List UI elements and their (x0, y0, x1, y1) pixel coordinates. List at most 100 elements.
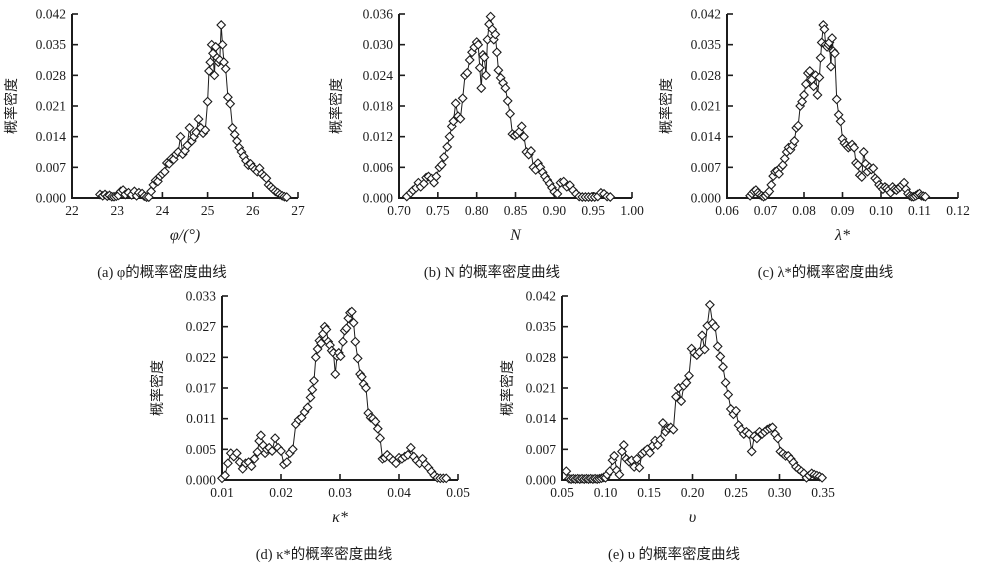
axes (398, 14, 632, 199)
chart-n-density: 0.70 0.75 0.80 0.85 0.90 0.95 1.00 0.000 0.006 0.… (327, 2, 657, 282)
y-tick-label: 0.042 (526, 289, 556, 304)
diamond-marker (462, 67, 473, 78)
diamond-marker (815, 52, 826, 63)
diamond-marker (442, 141, 453, 152)
y-tick-label: 0.017 (186, 381, 217, 396)
y-tick-label: 0.012 (363, 129, 393, 144)
diamond-marker (361, 383, 371, 393)
diamond-marker (856, 172, 867, 182)
x-tick-label: 24 (156, 203, 170, 218)
y-tick-label: 0.021 (36, 99, 66, 114)
diamond-marker (799, 90, 809, 100)
diamond-marker (849, 142, 860, 153)
diamond-marker (684, 370, 694, 381)
y-tick-label: 0.014 (36, 129, 67, 144)
y-tick-label: 0.036 (363, 7, 394, 22)
diamond-marker (307, 384, 318, 395)
x-axis-label: φ/(°) (170, 227, 200, 244)
x-tick-label: 0.07 (754, 203, 778, 218)
y-tick-label: 0.000 (363, 191, 394, 206)
y-tick-label: 0.000 (691, 191, 722, 206)
diamond-marker (335, 351, 346, 362)
diamond-marker (490, 29, 501, 40)
chart-n-plot: 0.70 0.75 0.80 0.85 0.90 0.95 1.00 0.000 0.006 0.… (327, 2, 657, 259)
diamond-marker (372, 423, 383, 434)
x-tick-label: 0.03 (328, 485, 352, 500)
x-tick-label: 0.06 (715, 203, 739, 218)
y-tick-label: 0.028 (526, 350, 557, 365)
diamond-marker (281, 192, 292, 203)
y-tick-label: 0.035 (36, 37, 67, 52)
x-tick-label: 0.09 (831, 203, 855, 218)
diamond-marker (225, 98, 236, 109)
diamond-marker (202, 96, 213, 107)
diamond-marker (252, 447, 263, 458)
data-points (217, 306, 452, 484)
y-tick-label: 0.018 (363, 99, 394, 114)
chart-phi-density: 22 23 24 25 26 27 0.000 0.007 0.014 0.021 0.028 0.0… (2, 2, 322, 282)
y-tick-label: 0.027 (186, 319, 217, 334)
x-tick-label: 0.70 (387, 203, 411, 218)
x-tick-label: 0.85 (504, 203, 528, 218)
y-axis-label: 概率密度 (3, 78, 19, 134)
diamond-marker (302, 402, 313, 413)
x-tick-label: 0.11 (908, 203, 931, 218)
diamond-marker (287, 444, 298, 455)
chart-kappa-plot: 0.01 0.02 0.03 0.04 0.05 0.000 0.005 0.011 0.017… (148, 286, 500, 541)
y-axis-label: 概率密度 (328, 78, 344, 134)
chart-phi-caption: (a) φ的概率密度曲线 (97, 265, 227, 281)
diamond-marker (375, 433, 386, 444)
chart-upsilon-caption: (e) υ 的概率密度曲线 (607, 547, 741, 563)
data-points (401, 11, 616, 202)
diamond-marker (431, 171, 442, 182)
diamond-marker (671, 391, 681, 402)
y-tick-label: 0.035 (691, 37, 722, 52)
diamond-marker (766, 179, 777, 190)
x-tick-label: 25 (201, 203, 215, 218)
diamond-marker (485, 11, 496, 22)
diamond-marker (526, 146, 536, 156)
diamond-marker (657, 418, 668, 428)
y-tick-label: 0.022 (186, 350, 216, 365)
x-axis-label: κ* (332, 509, 348, 526)
y-tick-label: 0.006 (363, 160, 394, 175)
diamond-marker (710, 321, 721, 332)
diamond-marker (804, 66, 815, 76)
x-tick-label: 0.30 (768, 485, 792, 500)
diamond-marker (519, 131, 529, 142)
diamond-marker (516, 121, 527, 132)
chart-n-caption: (b) N 的概率密度曲线 (423, 265, 561, 281)
diamond-marker (644, 447, 655, 458)
diamond-marker (831, 94, 842, 105)
x-tick-label: 0.15 (637, 485, 661, 500)
diamond-marker (370, 416, 381, 427)
x-tick-label: 26 (246, 203, 260, 218)
x-tick-label: 0.08 (792, 203, 816, 218)
diamond-marker (772, 433, 783, 444)
diamond-marker (231, 448, 242, 459)
chart-d-svg: 0.01 0.02 0.03 0.04 0.05 0.000 0.005 0.011 0.017… (149, 289, 470, 527)
chart-kappa-caption: (d) κ*的概率密度曲线 (255, 547, 393, 563)
y-tick-label: 0.024 (363, 68, 394, 83)
diamond-marker (474, 62, 485, 73)
y-tick-label: 0.028 (36, 68, 67, 83)
chart-b-svg: 0.70 0.75 0.80 0.85 0.90 0.95 1.00 0.000 0.006 0.… (328, 7, 644, 245)
x-tick-label: 0.95 (581, 203, 605, 218)
diamond-marker (405, 442, 416, 453)
data-points (745, 20, 931, 202)
diamond-marker (868, 163, 879, 174)
diamond-marker (205, 57, 216, 68)
y-tick-label: 0.035 (526, 319, 557, 334)
y-tick-label: 0.005 (186, 442, 217, 457)
chart-e-svg: 0.05 0.10 0.15 0.20 0.25 0.30 0.35 0.000 0.007 0.… (499, 289, 835, 527)
data-points (95, 20, 292, 203)
x-tick-label: 0.05 (446, 485, 470, 500)
diamond-marker (352, 353, 363, 364)
y-tick-label: 0.042 (36, 7, 66, 22)
diamond-marker (618, 440, 629, 450)
diamond-marker (436, 159, 447, 170)
x-tick-label: 23 (110, 203, 124, 218)
diamond-marker (552, 188, 563, 199)
diamond-marker (505, 108, 516, 119)
